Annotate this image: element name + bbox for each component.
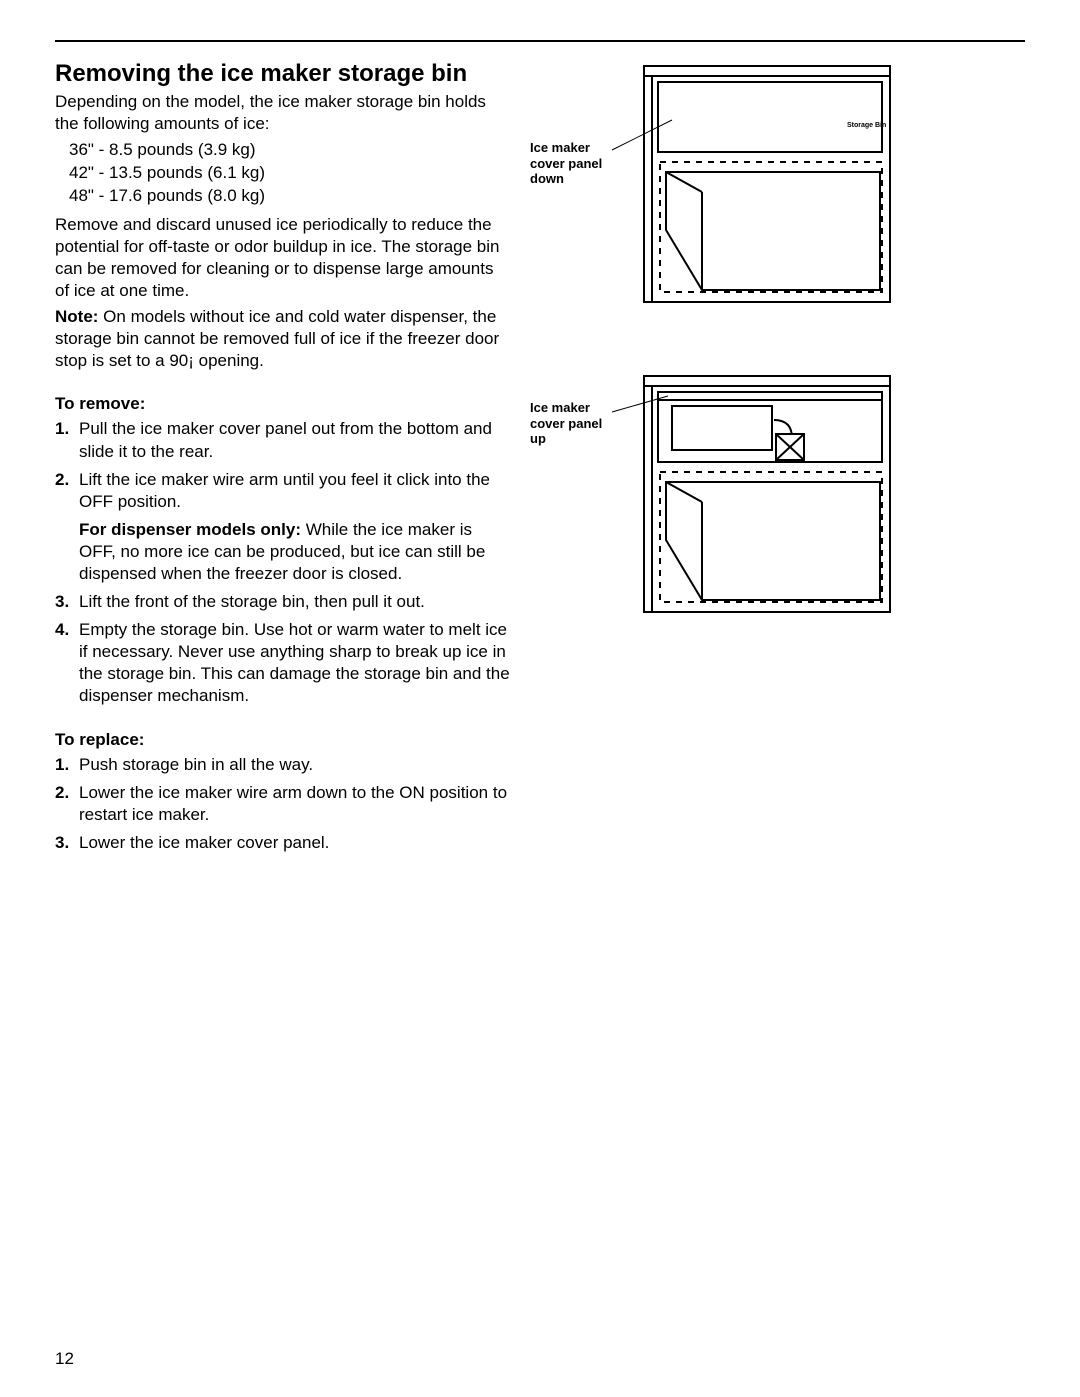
step-item: Lower the ice maker cover panel.: [55, 832, 510, 854]
step-item: Lift the front of the storage bin, then …: [55, 591, 510, 613]
note-label: Note:: [55, 307, 98, 326]
figure-column: Ice maker cover panel down Storage Bin: [542, 60, 1025, 860]
step-text: Lower the ice maker wire arm down to the…: [79, 783, 507, 824]
capacity-row: 48" - 17.6 pounds (8.0 kg): [69, 185, 510, 208]
step-item: Pull the ice maker cover panel out from …: [55, 418, 510, 462]
capacity-list: 36" - 8.5 pounds (3.9 kg) 42" - 13.5 pou…: [69, 139, 510, 208]
section-title: Removing the ice maker storage bin: [55, 60, 510, 89]
step-item: Lift the ice maker wire arm until you fe…: [55, 469, 510, 585]
figure-cover-up: Ice maker cover panel up: [542, 370, 1025, 620]
note-paragraph: Note: On models without ice and cold wat…: [55, 306, 510, 372]
step-item: Push storage bin in all the way.: [55, 754, 510, 776]
figure-label: Ice maker cover panel down: [530, 140, 610, 187]
step-item: Empty the storage bin. Use hot or warm w…: [55, 619, 510, 707]
step-text: Lift the front of the storage bin, then …: [79, 592, 425, 611]
text-column: Removing the ice maker storage bin Depen…: [55, 60, 510, 860]
note-body: On models without ice and cold water dis…: [55, 307, 499, 370]
capacity-row: 36" - 8.5 pounds (3.9 kg): [69, 139, 510, 162]
remove-steps: Pull the ice maker cover panel out from …: [55, 418, 510, 707]
step-text: Empty the storage bin. Use hot or warm w…: [79, 620, 510, 705]
subheading-replace: To replace:: [55, 730, 510, 750]
step-text: Push storage bin in all the way.: [79, 755, 313, 774]
page-number: 12: [55, 1349, 74, 1369]
horizontal-rule: [55, 40, 1025, 42]
replace-steps: Push storage bin in all the way. Lower t…: [55, 754, 510, 854]
figure-label: Ice maker cover panel up: [530, 400, 610, 447]
step-text: Pull the ice maker cover panel out from …: [79, 419, 492, 460]
step-item: Lower the ice maker wire arm down to the…: [55, 782, 510, 826]
figure-cover-down: Ice maker cover panel down Storage Bin: [542, 60, 1025, 310]
storage-bin-label: Storage Bin: [847, 122, 886, 129]
subheading-remove: To remove:: [55, 394, 510, 414]
step-text: Lift the ice maker wire arm until you fe…: [79, 470, 490, 511]
step-text: Lower the ice maker cover panel.: [79, 833, 329, 852]
intro-paragraph: Depending on the model, the ice maker st…: [55, 91, 510, 135]
step-subnote-bold: For dispenser models only:: [79, 520, 301, 539]
capacity-row: 42" - 13.5 pounds (6.1 kg): [69, 162, 510, 185]
step-subnote: For dispenser models only: While the ice…: [79, 519, 510, 585]
paragraph: Remove and discard unused ice periodical…: [55, 214, 510, 302]
